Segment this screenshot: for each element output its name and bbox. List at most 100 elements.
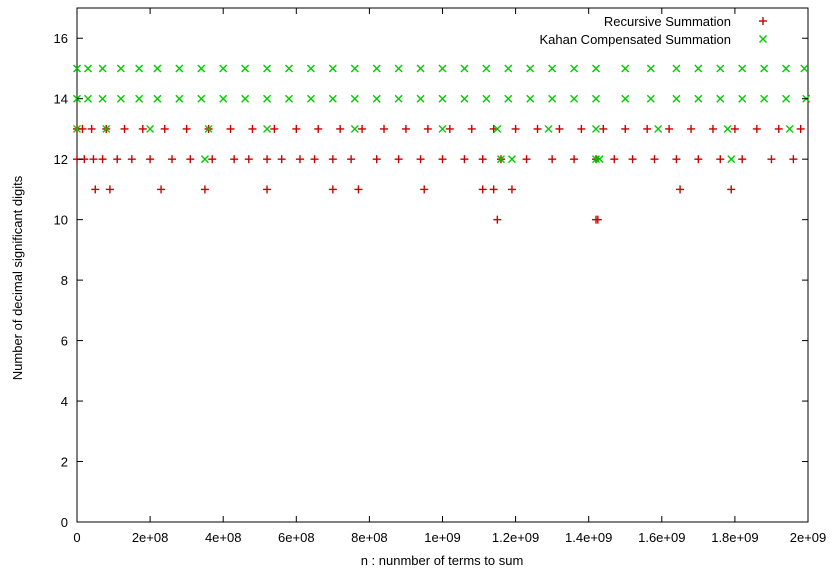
data-point [120, 124, 129, 133]
data-point [83, 64, 92, 73]
data-point [526, 64, 535, 73]
data-point [306, 94, 315, 103]
data-point [478, 155, 487, 164]
data-point [760, 94, 769, 103]
data-point [511, 124, 520, 133]
data-point [98, 64, 107, 73]
data-point [328, 64, 337, 73]
x-tick-label: 1.2e+09 [492, 530, 539, 545]
data-point [328, 94, 337, 103]
x-tick-label: 6e+08 [278, 530, 315, 545]
data-point [113, 155, 122, 164]
data-point [782, 64, 791, 73]
x-tick-label: 2e+09 [790, 530, 827, 545]
data-point [482, 94, 491, 103]
data-point [350, 64, 359, 73]
data-point [284, 64, 293, 73]
data-point [687, 124, 696, 133]
data-point [507, 185, 516, 194]
data-point [646, 94, 655, 103]
data-point [621, 64, 630, 73]
y-tick-label: 8 [61, 273, 68, 288]
data-point [153, 64, 162, 73]
x-axis: 0 2e+08 4e+08 6e+08 8e+08 1e+09 1.2e+09 1.4e+09… [73, 8, 826, 545]
data-point [416, 64, 425, 73]
data-point [774, 124, 783, 133]
data-point [87, 124, 96, 133]
x-tick-label: 1.6e+09 [638, 530, 685, 545]
data-point [650, 155, 659, 164]
data-point [197, 64, 206, 73]
data-point [548, 155, 557, 164]
data-point [168, 155, 177, 164]
x-tick-label: 0 [73, 530, 80, 545]
data-point [263, 64, 272, 73]
data-point [672, 94, 681, 103]
data-point [727, 185, 736, 194]
data-point [577, 124, 586, 133]
data-point [263, 185, 272, 194]
data-point [263, 124, 272, 133]
data-point [610, 155, 619, 164]
data-point [548, 64, 557, 73]
data-point [800, 64, 809, 73]
data-point [496, 155, 505, 164]
data-point [460, 155, 469, 164]
data-point [445, 124, 454, 133]
data-point [628, 155, 637, 164]
data-point [555, 124, 564, 133]
data-point [394, 94, 403, 103]
data-point [372, 64, 381, 73]
x-tick-label: 1.4e+09 [565, 530, 612, 545]
plot-area [73, 7, 811, 523]
data-point [197, 94, 206, 103]
data-point [157, 185, 166, 194]
x-tick-label: 1.8e+09 [711, 530, 758, 545]
data-point [263, 94, 272, 103]
data-point [544, 124, 553, 133]
data-point [358, 124, 367, 133]
data-point [350, 124, 359, 133]
data-point [306, 64, 315, 73]
data-point [716, 155, 725, 164]
data-point [182, 124, 191, 133]
data-point [694, 94, 703, 103]
y-tick-label: 12 [54, 152, 68, 167]
data-point [401, 124, 410, 133]
data-point [347, 155, 356, 164]
data-point [767, 155, 776, 164]
data-point [219, 94, 228, 103]
x-tick-label: 8e+08 [351, 530, 388, 545]
data-point [186, 155, 195, 164]
data-point [372, 94, 381, 103]
data-point [380, 124, 389, 133]
data-point [73, 64, 81, 73]
data-point [277, 155, 286, 164]
data-point [621, 124, 630, 133]
data-point [592, 155, 601, 164]
data-point [230, 155, 239, 164]
data-point [263, 155, 272, 164]
y-tick-label: 0 [61, 515, 68, 530]
data-point [336, 124, 345, 133]
plot-frame [76, 7, 809, 523]
data-point [175, 64, 184, 73]
data-point [73, 124, 81, 133]
data-point [738, 64, 747, 73]
data-point [89, 155, 98, 164]
data-point [738, 155, 747, 164]
data-point [135, 94, 144, 103]
x-tick-label: 2e+08 [132, 530, 169, 545]
data-point [135, 64, 144, 73]
data-point [493, 215, 502, 224]
data-point [127, 155, 136, 164]
y-tick-label: 14 [54, 92, 68, 107]
data-point [482, 64, 491, 73]
legend-label: Kahan Compensated Summation [539, 32, 731, 47]
data-point [493, 124, 502, 133]
data-point [416, 155, 425, 164]
legend-label: Recursive Summation [604, 14, 731, 29]
data-point [592, 124, 601, 133]
data-point [146, 155, 155, 164]
